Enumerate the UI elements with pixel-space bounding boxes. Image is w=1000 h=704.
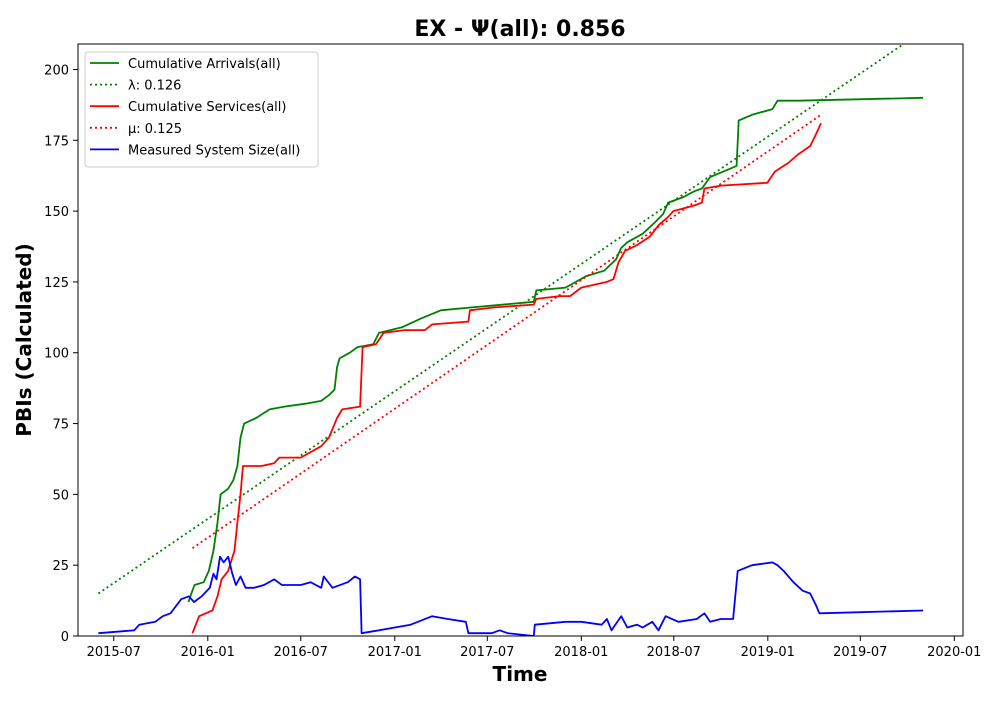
series-line-2: [191, 122, 822, 634]
y-tick-label: 200: [44, 63, 69, 78]
legend-label: Measured System Size(all): [128, 143, 300, 158]
y-tick-label: 50: [52, 488, 69, 503]
x-axis-label: Time: [493, 662, 548, 686]
x-tick-label: 2016-07: [274, 645, 328, 660]
y-tick-label: 75: [52, 418, 69, 433]
legend-label: μ: 0.125: [128, 122, 182, 137]
x-tick-label: 2016-01: [181, 645, 235, 660]
axes-frame: [77, 43, 964, 637]
legend-label: Cumulative Services(all): [128, 100, 286, 115]
y-axis-ticks: 0 25 50 75 100 125 150 175 200: [44, 63, 78, 645]
series-line-1: [97, 44, 906, 595]
series-line-3: [191, 114, 822, 549]
x-tick-label: 2019-01: [741, 645, 795, 660]
legend-label: λ: 0.126: [128, 79, 181, 94]
x-tick-label: 2017-01: [368, 645, 422, 660]
y-tick-label: 150: [44, 205, 69, 220]
chart-title: EX - Ψ(all): 0.856: [414, 17, 625, 42]
y-axis-label: PBIs (Calculated): [12, 243, 36, 436]
legend-label: Cumulative Arrivals(all): [128, 57, 281, 72]
x-tick-label: 2019-07: [833, 645, 887, 660]
legend-box: [84, 51, 319, 168]
x-tick-label: 2015-07: [87, 645, 141, 660]
legend: Cumulative Arrivals(all) λ: 0.126 Cumulati…: [84, 51, 319, 168]
x-tick-label: 2017-07: [460, 645, 514, 660]
series-line-4: [98, 555, 924, 636]
y-tick-label: 25: [52, 559, 69, 574]
x-axis-ticks: 2015-07 2016-01 2016-07 2017-01 2017-07 2018-…: [87, 636, 981, 660]
x-tick-label: 2018-01: [554, 645, 608, 660]
y-tick-label: 0: [61, 630, 69, 645]
x-tick-label: 2018-07: [647, 645, 701, 660]
series-layer: [97, 44, 924, 636]
y-tick-label: 125: [44, 276, 69, 291]
x-tick-label: 2020-01: [927, 645, 981, 660]
series-line-0: [187, 96, 924, 603]
y-tick-label: 100: [44, 347, 69, 362]
y-tick-label: 175: [44, 134, 69, 149]
